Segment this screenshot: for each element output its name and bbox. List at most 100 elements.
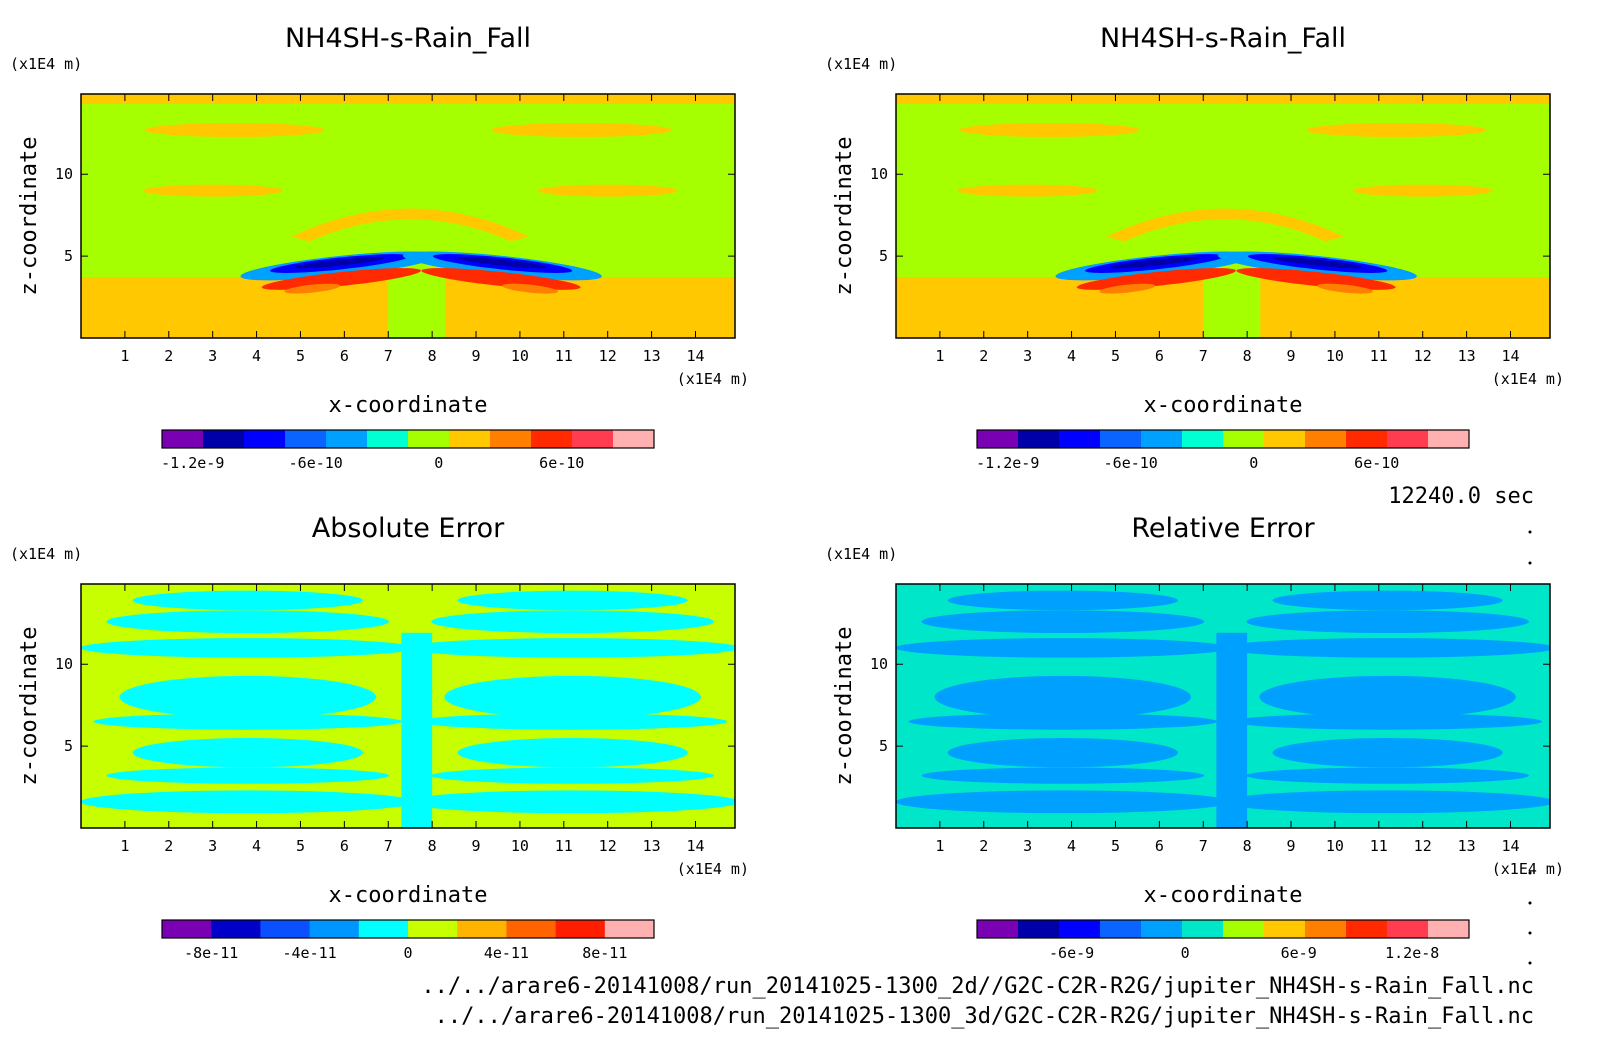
x-tick-label: 7 [1199,837,1208,855]
error-band [921,767,1205,784]
colorbar-segment [977,920,1019,938]
x-tick-label: 4 [252,347,261,365]
error-band [418,713,727,730]
error-band [405,638,735,658]
colorbar-tick-label: 6e-10 [1354,454,1399,472]
colorbar-segment [1059,920,1101,938]
x-tick-label: 10 [1326,347,1344,365]
colorbar-tick-label: -6e-9 [1049,944,1094,962]
colorbar-tick-label: 1.2e-8 [1385,944,1439,962]
colorbar-segment [1223,430,1265,448]
x-tick-label: 5 [1111,837,1120,855]
x-tick-label: 6 [340,347,349,365]
plot-frame [80,93,736,339]
colorbar-segment [1264,430,1306,448]
file-path-3d: ../../arare6-20141008/run_20141025-1300_… [435,1004,1534,1029]
x-tick-label: 4 [1067,837,1076,855]
colorbar-segment [309,920,360,938]
x-tick-label: 11 [1370,837,1388,855]
x-tick-label: 3 [1023,837,1032,855]
colorbar-segment [457,920,507,938]
x-tick-label: 8 [428,347,437,365]
x-tick-label: 9 [472,837,481,855]
chart-panel-3: Absolute Error(x1E4 m)1 2 3 4 5 6 7 8 9 10 11 12 13 1… [10,513,749,962]
y-tick-label: 10 [870,165,888,183]
colorbar-segment [531,430,573,448]
x-tick-label: 11 [555,837,573,855]
x-unit-label: (x1E4 m) [1492,860,1564,878]
colorbar-segment [1141,430,1183,448]
error-band [81,638,416,658]
error-band [81,790,416,814]
colorbar-frame [161,919,655,939]
x-tick-label: 12 [599,837,617,855]
colorbar-segment [408,430,450,448]
error-band [431,610,714,634]
upper-streak [144,123,325,138]
x-tick-label: 4 [252,837,261,855]
chart-title: NH4SH-s-Rain_Fall [1100,23,1346,54]
colorbar-segment [1428,920,1470,938]
lobe-dark-blue [1109,257,1200,269]
error-band [1220,638,1550,658]
x-tick-label: 13 [643,837,661,855]
central-column [388,277,446,338]
y-tick-label: 5 [879,737,888,755]
error-band [1246,767,1529,784]
colorbar-segment [1387,920,1429,938]
colorbar-segment [1059,430,1101,448]
chart-panel-4: Relative Error(x1E4 m)1 2 3 4 5 6 7 8 9 10 11 12 13 1… [825,513,1564,962]
top-band [81,94,735,104]
file-path-2d: ../../arare6-20141008/run_20141025-1300_… [421,974,1534,999]
error-band [119,675,376,719]
x-unit-label: (x1E4 m) [677,370,749,388]
upper-streak [491,123,672,138]
colorbar-segment [1018,920,1060,938]
margin-dots [1528,530,1532,965]
x-tick-label: 9 [1287,837,1296,855]
colorbar-frame [161,429,655,449]
error-band [934,675,1191,719]
y-tick-label: 5 [64,737,73,755]
colorbar-segment [244,430,286,448]
upper-streak [1352,184,1493,197]
colorbar-segment [1223,920,1265,938]
x-unit-label: (x1E4 m) [677,860,749,878]
x-tick-label: 9 [472,347,481,365]
x-tick-label: 2 [979,347,988,365]
chart-title: Absolute Error [312,513,505,544]
colorbar-segment [1018,430,1060,448]
error-band [457,738,688,768]
error-band [1233,713,1542,730]
top-band [896,94,1550,104]
x-tick-label: 11 [1370,347,1388,365]
x-tick-label: 13 [1458,347,1476,365]
x-tick-label: 2 [164,837,173,855]
x-tick-label: 2 [164,347,173,365]
colorbar-segment [555,920,606,938]
colorbar-tick-label: -6e-10 [289,454,343,472]
colorbar-segment [1428,430,1470,448]
time-label: 12240.0 sec [1388,484,1534,509]
x-tick-label: 10 [1326,837,1344,855]
upper-streak [957,184,1098,197]
upper-streak [142,184,283,197]
colorbar-tick-label: 6e-9 [1281,944,1317,962]
colorbar-frame [976,429,1470,449]
x-tick-label: 10 [511,837,529,855]
upper-streak [959,123,1140,138]
x-tick-label: 6 [1155,347,1164,365]
error-band [1272,590,1503,611]
lobe-orange [1317,283,1374,294]
x-tick-label: 7 [384,347,393,365]
error-band [444,675,701,719]
y-tick-label: 5 [64,247,73,265]
upper-streak [1306,123,1487,138]
x-tick-label: 14 [686,347,704,365]
colorbar-segment [1346,920,1388,938]
contour-field [81,94,735,338]
x-tick-label: 1 [120,347,129,365]
x-tick-label: 13 [643,347,661,365]
colorbar-tick-label: -1.2e-9 [976,454,1039,472]
lobe-dark-blue [294,257,385,269]
